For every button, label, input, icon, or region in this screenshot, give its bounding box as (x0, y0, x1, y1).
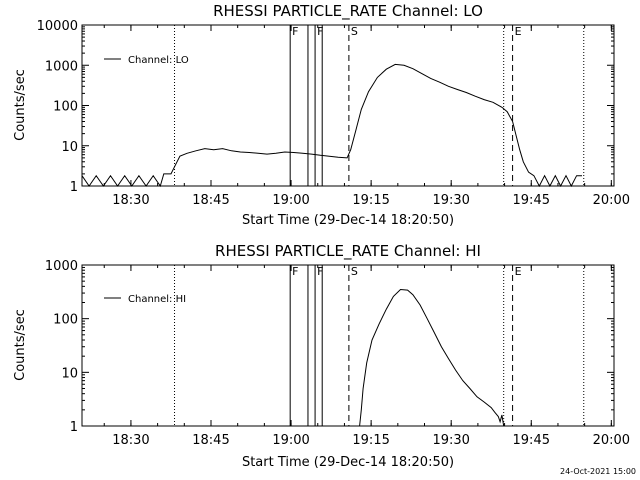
chart-hi-title: RHESSI PARTICLE_RATE Channel: HI (215, 242, 481, 261)
chart-lo-marker-label: F (317, 25, 323, 38)
chart-lo-marker-label: S (351, 25, 358, 38)
chart-lo-x-tick-label: 19:00 (272, 193, 309, 208)
chart-lo-y-tick-label: 10000 (37, 19, 78, 34)
chart-lo-y-tick-label: 100 (53, 100, 78, 115)
chart-hi-x-tick-label: 20:00 (593, 433, 630, 448)
chart-lo-y-tick-label: 1 (70, 180, 78, 195)
footer-timestamp: 24-Oct-2021 15:00 (560, 467, 636, 476)
chart-lo-series-line (81, 63, 582, 188)
chart-hi-y-axis-label: Counts/sec (13, 309, 28, 381)
chart-lo-marker-label: F (292, 25, 298, 38)
chart-hi-marker-label: S (351, 265, 358, 278)
chart-lo-legend: Channel: LO (104, 55, 189, 66)
chart-hi-ticks: 18:30 18:45 19:00 19:15 19:30 19:45 20:00 1 10 10… (45, 259, 630, 448)
chart-hi-x-tick-label: 18:45 (192, 433, 229, 448)
chart-lo-legend-label: Channel: LO (128, 55, 189, 66)
chart-lo-x-tick-label: 19:30 (432, 193, 469, 208)
chart-hi-marker-label: E (515, 265, 522, 278)
chart-lo-y-axis-label: Counts/sec (13, 69, 28, 141)
chart-hi-x-tick-label: 19:00 (272, 433, 309, 448)
chart-hi-legend-label: Channel: HI (128, 294, 186, 305)
chart-hi-marker-label: F (292, 265, 298, 278)
chart-lo-x-tick-label: 20:00 (593, 193, 630, 208)
chart-hi-x-tick-label: 18:30 (112, 433, 149, 448)
chart-hi-x-tick-label: 19:30 (432, 433, 469, 448)
chart-hi-y-tick-label: 100 (53, 313, 78, 328)
chart-hi-plot-frame (81, 264, 615, 427)
chart-hi-legend: Channel: HI (104, 294, 186, 305)
chart-hi-x-axis-label: Start Time (29-Dec-14 18:20:50) (242, 455, 454, 470)
chart-lo-marker-label: E (515, 25, 522, 38)
chart-hi-x-tick-label: 19:15 (352, 433, 389, 448)
chart-lo-x-tick-label: 19:45 (513, 193, 550, 208)
chart-lo-x-tick-label: 18:30 (112, 193, 149, 208)
chart-lo-plot-frame (81, 24, 615, 187)
chart-lo-y-tick-label: 1000 (45, 59, 78, 74)
chart-lo-title: RHESSI PARTICLE_RATE Channel: LO (213, 2, 483, 21)
chart-hi-y-tick-label: 1000 (45, 259, 78, 274)
chart-lo-x-axis-label: Start Time (29-Dec-14 18:20:50) (242, 213, 454, 228)
chart-hi-y-tick-label: 10 (61, 366, 78, 381)
chart-lo-x-tick-label: 19:15 (352, 193, 389, 208)
chart-hi-y-tick-label: 1 (70, 420, 78, 435)
chart-lo-y-tick-label: 10 (61, 140, 78, 155)
chart-lo-x-tick-label: 18:45 (192, 193, 229, 208)
chart-lo-ticks: 18:30 18:45 19:00 19:15 19:30 19:45 20:00 1 10 10… (37, 19, 630, 208)
chart-lo-panel: RHESSI PARTICLE_RATE Channel: LO Counts/… (13, 2, 630, 228)
chart-hi-marker-label: F (317, 265, 323, 278)
chart-hi-panel: RHESSI PARTICLE_RATE Channel: HI Counts/… (13, 242, 630, 470)
chart-hi-series-line (359, 288, 505, 427)
chart-hi-x-tick-label: 19:45 (513, 433, 550, 448)
